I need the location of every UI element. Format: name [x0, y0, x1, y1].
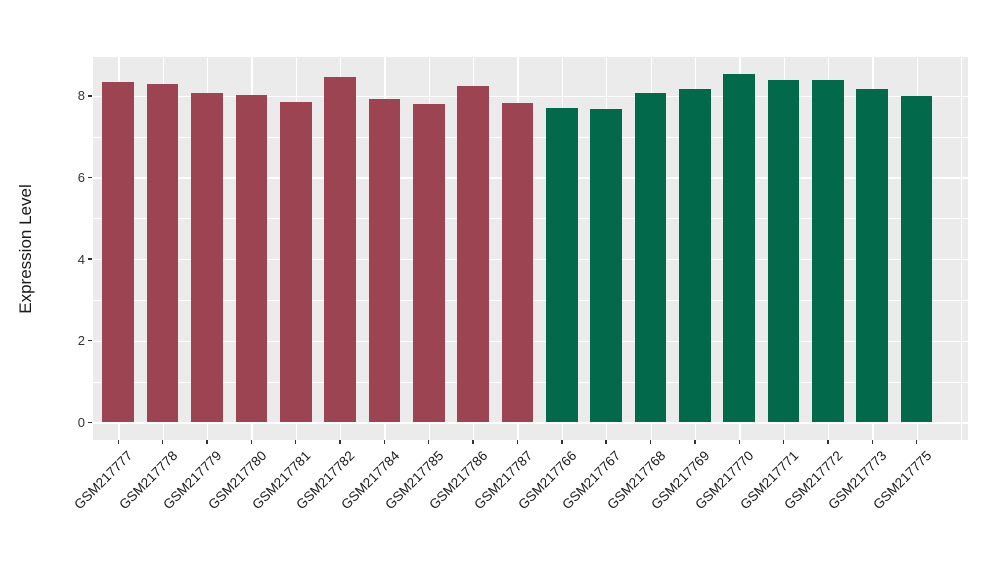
bar-GSM217782 [324, 76, 356, 423]
x-tick-mark [161, 440, 164, 444]
y-tick-mark [88, 258, 92, 260]
bar-GSM217779 [191, 92, 223, 423]
y-tick-label: 6 [77, 169, 85, 185]
major-gridline [93, 422, 968, 424]
bar-GSM217777 [102, 81, 135, 423]
x-tick-mark [250, 440, 253, 444]
bar-GSM217775 [900, 95, 933, 423]
vertical-gridline [961, 57, 963, 440]
y-axis-title: Expression Level [16, 184, 35, 314]
x-tick-mark [827, 440, 829, 444]
bar-GSM217787 [501, 103, 534, 423]
bar-GSM217771 [767, 80, 800, 423]
x-tick-mark [428, 440, 430, 444]
x-tick-mark [383, 440, 386, 444]
x-tick-mark [206, 440, 208, 444]
x-tick-mark [871, 440, 873, 444]
bar-GSM217769 [679, 89, 711, 423]
x-tick-mark [782, 440, 785, 444]
bar-GSM217778 [146, 84, 179, 423]
x-tick-mark [738, 440, 740, 444]
y-tick-label: 4 [77, 251, 85, 267]
bar-GSM217786 [457, 86, 489, 423]
bar-GSM217766 [545, 108, 578, 423]
x-tick-mark [117, 440, 119, 444]
x-tick-mark [915, 440, 918, 444]
bar-GSM217768 [634, 93, 667, 423]
bar-GSM217770 [723, 74, 756, 423]
x-tick-mark [472, 440, 474, 444]
y-tick-mark [88, 176, 92, 179]
y-tick-label: 2 [77, 333, 85, 349]
x-tick-mark [295, 440, 297, 444]
bar-GSM217767 [590, 109, 623, 423]
bar-GSM217780 [235, 95, 268, 423]
x-tick-mark [561, 440, 563, 444]
x-tick-mark [694, 440, 696, 444]
bar-GSM217785 [412, 104, 445, 423]
y-tick-label: 0 [77, 414, 85, 430]
bar-GSM217781 [279, 102, 312, 423]
bar-GSM217773 [856, 89, 889, 423]
x-tick-mark [605, 440, 607, 444]
bar-GSM217772 [812, 79, 844, 423]
x-tick-mark [649, 440, 652, 444]
x-tick-mark [516, 440, 519, 444]
y-tick-mark [88, 340, 92, 342]
plot-panel [93, 57, 968, 440]
y-tick-label: 8 [77, 88, 85, 104]
major-gridline [93, 95, 968, 98]
bar-GSM217784 [368, 99, 401, 423]
y-tick-mark [88, 421, 92, 423]
x-tick-mark [339, 440, 341, 444]
y-tick-mark [88, 95, 92, 97]
